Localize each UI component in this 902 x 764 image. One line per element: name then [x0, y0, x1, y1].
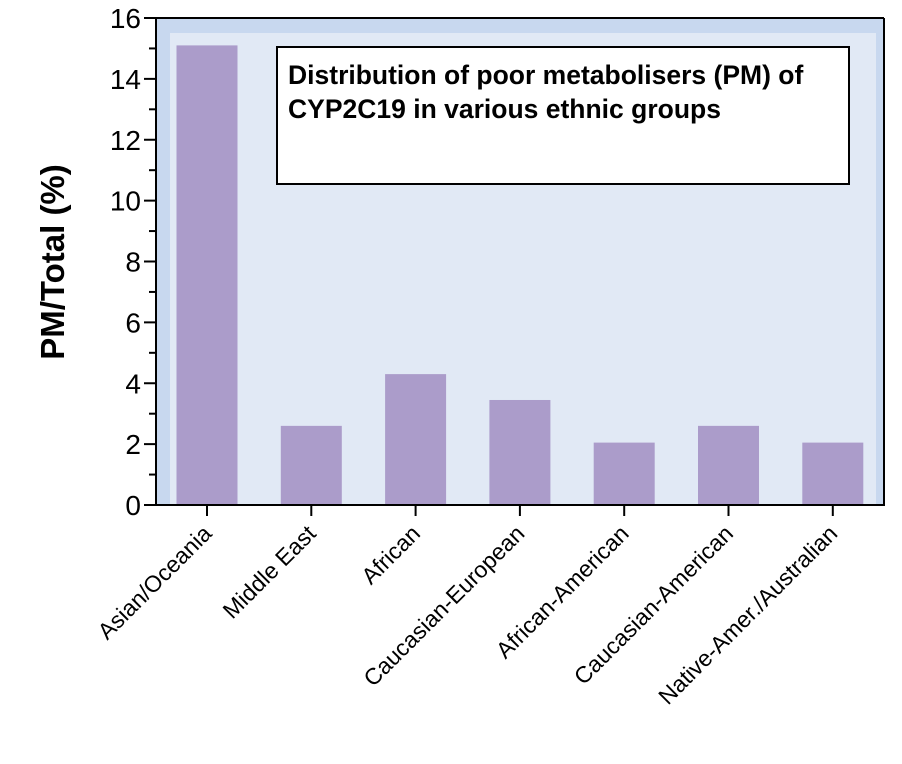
chart-title: Distribution of poor metabolisers (PM) o…	[288, 60, 804, 124]
y-tick-label-7: 14	[110, 64, 141, 95]
y-axis-label: PM/Total (%)	[34, 164, 71, 360]
bar-4	[593, 442, 655, 505]
x-ticks-group: Asian/Oceania Middle East AfricanCaucasian…	[92, 505, 842, 709]
y-ticks-group: 0 2 4 6 8 10 12 14 16	[110, 3, 156, 521]
y-tick-label-1: 2	[125, 429, 141, 460]
chart-title-box: Distribution of poor metabolisers (PM) o…	[276, 46, 850, 185]
y-tick-label-8: 16	[110, 3, 141, 34]
y-tick-label-5: 10	[110, 186, 141, 217]
bar-0	[176, 45, 238, 506]
bar-6	[802, 442, 864, 505]
y-tick-label-0: 0	[125, 490, 141, 521]
bars-group	[176, 45, 864, 506]
x-tick-label-1: Middle East	[217, 520, 321, 624]
x-tick-label-0: Asian/Oceania	[92, 520, 216, 644]
y-tick-label-6: 12	[110, 125, 141, 156]
x-tick-label-2: African	[356, 520, 425, 589]
bar-2	[385, 374, 447, 505]
bar-1	[280, 425, 342, 505]
bar-3	[489, 399, 551, 505]
y-tick-label-4: 8	[125, 247, 141, 278]
y-tick-label-3: 6	[125, 307, 141, 338]
x-tick-label-6: Native-Amer./Australian	[653, 520, 842, 709]
bar-5	[698, 425, 759, 505]
y-tick-label-2: 4	[125, 368, 141, 399]
